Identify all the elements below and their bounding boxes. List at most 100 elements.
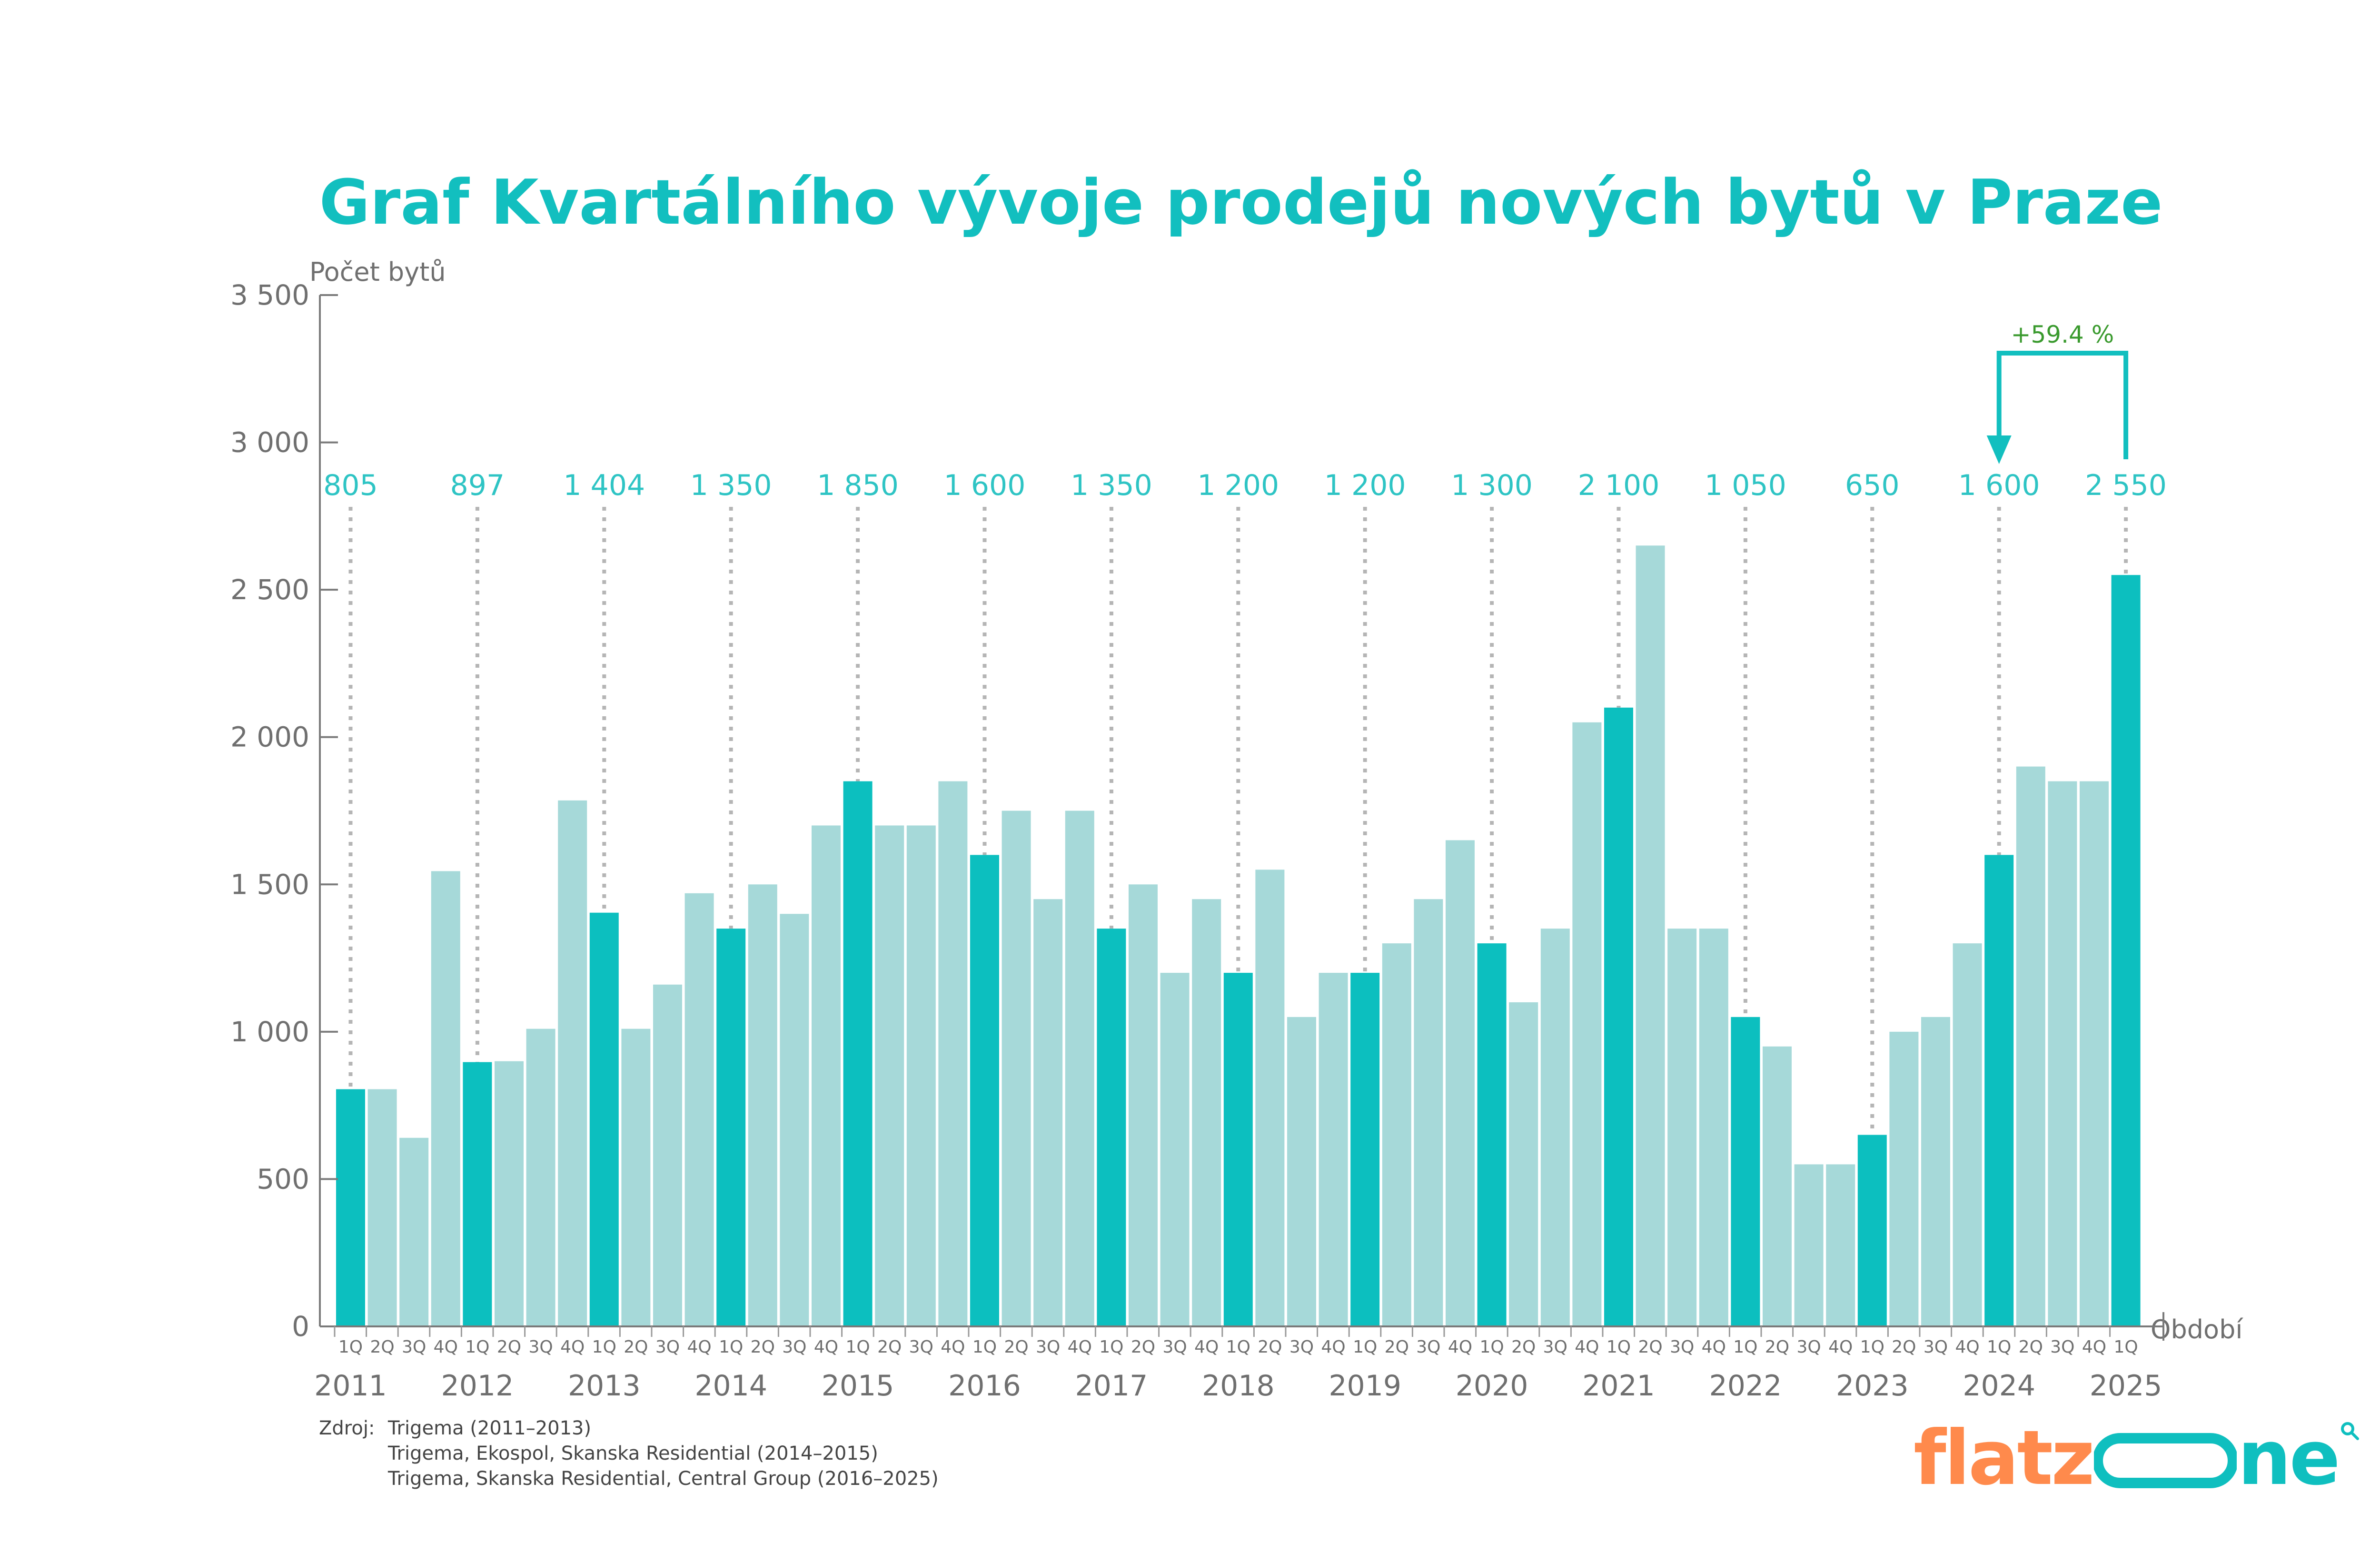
quarter-label: 1Q bbox=[1860, 1337, 1884, 1357]
logo-magnifier-icon bbox=[2340, 1422, 2359, 1440]
quarter-label: 1Q bbox=[2113, 1337, 2138, 1357]
bar bbox=[2048, 781, 2077, 1326]
quarter-label: 3Q bbox=[1162, 1337, 1187, 1357]
bar-q1 bbox=[1857, 1135, 1887, 1326]
bar bbox=[1953, 943, 1982, 1326]
quarter-label: 3Q bbox=[528, 1337, 553, 1357]
flatzone-logo: flatz ne bbox=[1914, 1421, 2360, 1496]
bar bbox=[526, 1028, 555, 1326]
quarter-label: 1Q bbox=[1479, 1337, 1504, 1357]
bar bbox=[558, 800, 587, 1326]
bar bbox=[812, 825, 841, 1326]
bar bbox=[1065, 811, 1094, 1326]
logo-part-ne: ne bbox=[2238, 1414, 2340, 1502]
bar bbox=[1636, 545, 1665, 1326]
bar-q1 bbox=[1350, 973, 1380, 1326]
q1-value-label: 2 100 bbox=[1578, 469, 1660, 502]
bar bbox=[1509, 1002, 1538, 1326]
bar bbox=[1192, 899, 1221, 1326]
quarter-label: 1Q bbox=[1733, 1337, 1757, 1357]
bar bbox=[1921, 1017, 1950, 1326]
q1-value-label: 1 050 bbox=[1705, 469, 1786, 502]
quarter-label: 1Q bbox=[1606, 1337, 1631, 1357]
q1-value-label: 1 350 bbox=[1071, 469, 1152, 502]
x-axis-ticks: 1Q 2Q 3Q 4Q 1Q 2Q 3Q 4Q 1Q 2Q 3Q 4Q 1Q 2Q 3Q 4Q 1Q 2Q 3Q 4Q… bbox=[314, 1326, 2162, 1403]
quarter-label: 3Q bbox=[1036, 1337, 1060, 1357]
year-label: 2012 bbox=[441, 1369, 514, 1403]
year-label: 2025 bbox=[2090, 1369, 2162, 1403]
bar bbox=[1414, 899, 1443, 1326]
q1-value-label: 1 600 bbox=[944, 469, 1026, 502]
quarter-label: 3Q bbox=[1543, 1337, 1567, 1357]
bar bbox=[1255, 870, 1285, 1326]
logo-part-flatz: flatz bbox=[1914, 1414, 2095, 1502]
bar bbox=[748, 884, 777, 1326]
quarter-label: 2Q bbox=[1638, 1337, 1662, 1357]
bar bbox=[1129, 884, 1158, 1326]
bar bbox=[780, 914, 809, 1326]
quarter-label: 3Q bbox=[1924, 1337, 1948, 1357]
quarter-label: 4Q bbox=[1321, 1337, 1345, 1357]
growth-annotation: +59.4 % bbox=[1986, 321, 2129, 464]
quarter-label: 1Q bbox=[1099, 1337, 1123, 1357]
year-label: 2021 bbox=[1582, 1369, 1655, 1403]
bar-q1 bbox=[1731, 1017, 1760, 1326]
bar bbox=[906, 825, 936, 1326]
bar-q1 bbox=[463, 1062, 492, 1326]
y-tick-label: 1 500 bbox=[230, 868, 309, 900]
year-label: 2014 bbox=[694, 1369, 767, 1403]
bar-q1 bbox=[843, 781, 873, 1326]
source-line: Trigema, Ekospol, Skanska Residential (2… bbox=[388, 1443, 878, 1464]
quarter-label: 2Q bbox=[1004, 1337, 1028, 1357]
annotation-bracket bbox=[1996, 351, 2129, 459]
quarter-label: 3Q bbox=[655, 1337, 680, 1357]
year-label: 2018 bbox=[1202, 1369, 1275, 1403]
q1-value-label: 805 bbox=[323, 469, 378, 502]
quarter-label: 1Q bbox=[1987, 1337, 2011, 1357]
quarter-label: 4Q bbox=[560, 1337, 585, 1357]
quarter-label: 3Q bbox=[782, 1337, 806, 1357]
quarter-label: 2Q bbox=[2019, 1337, 2043, 1357]
bar bbox=[1160, 973, 1190, 1326]
year-label: 2016 bbox=[948, 1369, 1021, 1403]
bar-q1 bbox=[1984, 855, 2014, 1326]
bar-q1 bbox=[716, 929, 746, 1326]
quarter-label: 3Q bbox=[1289, 1337, 1314, 1357]
q1-value-label: 1 200 bbox=[1324, 469, 1406, 502]
y-axis-ticks: 0 500 1 000 1 500 2 000 2 500 3 000 3 500 bbox=[230, 279, 338, 1343]
y-tick-label: 2 000 bbox=[230, 721, 309, 753]
quarter-label: 4Q bbox=[687, 1337, 711, 1357]
x-axis-label: Období bbox=[2151, 1315, 2243, 1344]
q1-value-label: 1 300 bbox=[1451, 469, 1533, 502]
quarter-label: 4Q bbox=[1194, 1337, 1219, 1357]
bar bbox=[1319, 973, 1348, 1326]
bar-q1 bbox=[336, 1089, 365, 1326]
quarter-label: 2Q bbox=[1131, 1337, 1155, 1357]
bar bbox=[1572, 722, 1602, 1326]
bar bbox=[1446, 840, 1475, 1326]
quarter-label: 1Q bbox=[719, 1337, 743, 1357]
quarter-label: 4Q bbox=[2082, 1337, 2106, 1357]
quarter-label: 3Q bbox=[909, 1337, 933, 1357]
q1-value-label: 1 600 bbox=[1958, 469, 2040, 502]
bar bbox=[1002, 811, 1031, 1326]
quarter-label: 4Q bbox=[1702, 1337, 1726, 1357]
chart-title: Graf Kvartálního vývoje prodejů nových b… bbox=[319, 166, 2163, 238]
y-tick-label: 3 500 bbox=[230, 279, 309, 311]
bar-q1 bbox=[1097, 929, 1126, 1326]
quarter-label: 4Q bbox=[1828, 1337, 1853, 1357]
quarter-label: 2Q bbox=[877, 1337, 902, 1357]
quarter-label: 2Q bbox=[1765, 1337, 1789, 1357]
bar bbox=[653, 984, 682, 1326]
bar bbox=[2016, 766, 2045, 1326]
quarter-label: 4Q bbox=[941, 1337, 965, 1357]
source-note: Zdroj: Trigema (2011–2013) Trigema, Ekosp… bbox=[319, 1416, 939, 1492]
quarter-label: 1Q bbox=[972, 1337, 997, 1357]
q1-dotted-guides bbox=[348, 507, 2128, 1135]
bar bbox=[1763, 1046, 1792, 1326]
bar bbox=[938, 781, 968, 1326]
quarter-label: 4Q bbox=[1068, 1337, 1092, 1357]
source-line: Trigema, Skanska Residential, Central Gr… bbox=[388, 1468, 939, 1490]
quarter-label: 3Q bbox=[1416, 1337, 1440, 1357]
bar bbox=[1382, 943, 1411, 1326]
